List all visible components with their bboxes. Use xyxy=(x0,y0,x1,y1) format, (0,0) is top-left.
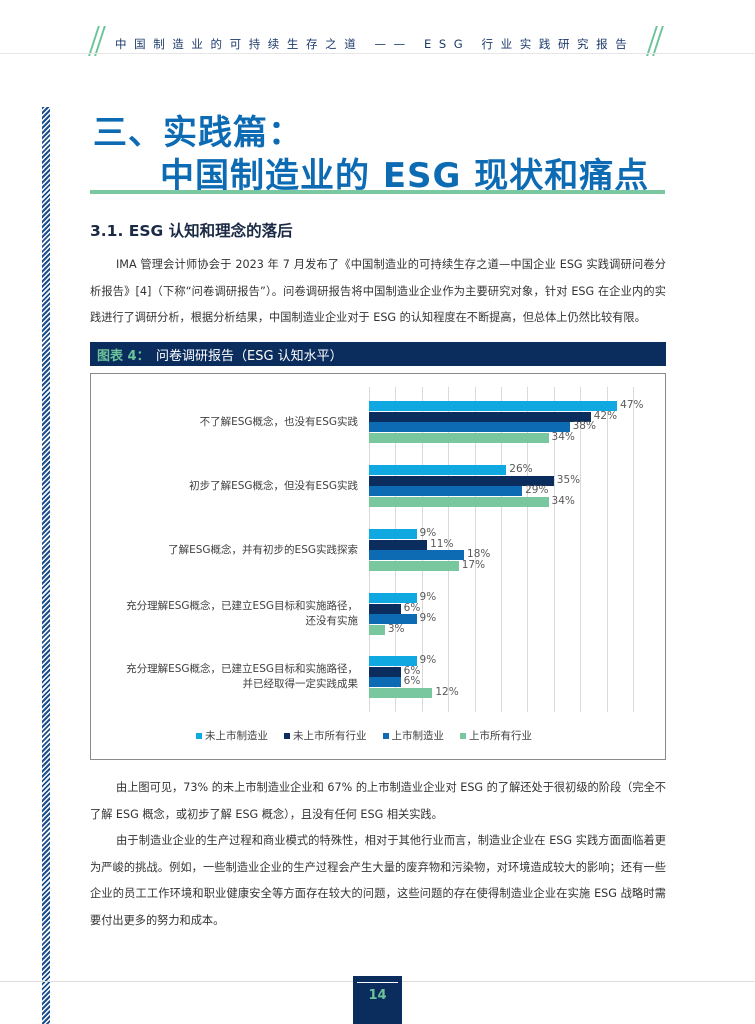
data-label: 38% xyxy=(572,420,596,432)
gridline xyxy=(527,387,529,712)
legend-swatch-icon xyxy=(284,732,290,739)
gridline xyxy=(474,387,476,712)
figure-title: 问卷调研报告（ESG 认知水平） xyxy=(156,349,343,364)
category-label: 初步了解ESG概念，但没有ESG实践 xyxy=(189,479,358,494)
chapter-title-line2: 中国制造业的 ESG 现状和痛点 xyxy=(160,156,650,196)
bar-1 xyxy=(369,475,554,486)
legend-swatch-icon xyxy=(196,732,202,739)
page-number-accent xyxy=(357,982,398,983)
paragraph-intro-text: IMA 管理会计师协会于 2023 年 7 月发布了《中国制造业的可持续生存之道… xyxy=(90,258,666,324)
gridline xyxy=(421,387,423,712)
data-label: 17% xyxy=(461,558,486,571)
paragraph-challenges-text: 由于制造业企业的生产过程和商业模式的特殊性，相对于其他行业而言，制造业企业在 E… xyxy=(90,834,666,927)
data-label: 42% xyxy=(593,409,618,422)
data-label: 34% xyxy=(551,430,575,443)
legend-label: 上市制造业 xyxy=(391,730,445,742)
section-heading: 3.1. ESG 认知和理念的落后 xyxy=(90,222,293,240)
data-label: 9% xyxy=(419,654,437,666)
chapter-title-line1: 三、实践篇： xyxy=(93,113,303,153)
bar-3 xyxy=(369,687,433,698)
category-label: 充分理解ESG概念，已建立ESG目标和实施路径， 还没有实施 xyxy=(126,599,358,629)
category-label-line: 并已经取得一定实践成果 xyxy=(242,678,359,690)
gridline xyxy=(633,387,634,712)
bar-2 xyxy=(369,486,523,496)
category-label-line: 初步了解ESG概念，但没有ESG实践 xyxy=(189,479,358,492)
data-label: 18% xyxy=(467,548,491,560)
data-label: 3% xyxy=(387,622,405,635)
header-rule xyxy=(0,53,755,54)
category-label: 了解ESG概念，并有初步的ESG实践探索 xyxy=(168,543,358,558)
category-label-line: 充分理解ESG概念，已建立ESG目标和实施路径， xyxy=(126,663,358,675)
bar-1 xyxy=(369,539,428,550)
bar-2 xyxy=(369,422,570,432)
paragraph-finding: 由上图可见，73% 的未上市制造业企业和 67% 的上市制造业企业对 ESG 的… xyxy=(90,775,666,828)
gridline xyxy=(580,387,582,712)
running-header: 中国制造业的可持续生存之道 —— ESG 行业实践研究报告 xyxy=(115,37,635,51)
data-label: 26% xyxy=(509,463,533,475)
category-label-line: 了解ESG概念，并有初步的ESG实践探索 xyxy=(168,543,358,556)
gridline xyxy=(448,387,450,712)
bar-0 xyxy=(369,465,507,475)
bar-2 xyxy=(369,550,465,560)
bar-0 xyxy=(369,401,618,411)
paragraph-challenges: 由于制造业企业的生产过程和商业模式的特殊性，相对于其他行业而言，制造业企业在 E… xyxy=(90,828,666,934)
data-label: 6% xyxy=(403,675,421,687)
bar-1 xyxy=(369,603,401,614)
bar-0 xyxy=(369,529,417,539)
bar-2 xyxy=(369,614,417,624)
bar-3 xyxy=(369,496,549,507)
paragraph-finding-text: 由上图可见，73% 的未上市制造业企业和 67% 的上市制造业企业对 ESG 的… xyxy=(90,781,666,821)
page-number: 14 xyxy=(368,988,387,1003)
figure-label: 图表 4： xyxy=(97,349,150,364)
category-label-line: 不了解ESG概念，也没有ESG实践 xyxy=(199,415,358,428)
bar-0 xyxy=(369,593,417,603)
chart-legend: 未上市制造业 未上市所有行业 上市制造业 上市所有行业 xyxy=(196,728,532,743)
category-label-line: 还没有实施 xyxy=(305,615,359,627)
bar-3 xyxy=(369,560,459,571)
data-label: 9% xyxy=(419,591,437,603)
legend-swatch-icon xyxy=(382,732,389,739)
data-label: 9% xyxy=(419,527,437,539)
paragraph-intro: IMA 管理会计师协会于 2023 年 7 月发布了《中国制造业的可持续生存之道… xyxy=(90,252,666,332)
legend-swatch-icon xyxy=(460,732,466,739)
data-label: 12% xyxy=(435,685,459,698)
bar-2 xyxy=(369,677,401,687)
title-underline xyxy=(90,190,665,194)
bar-3 xyxy=(369,624,385,635)
data-label: 6% xyxy=(403,601,421,614)
data-label: 34% xyxy=(551,494,575,507)
gridline xyxy=(369,387,370,712)
data-label: 9% xyxy=(419,612,437,624)
legend-item: 未上市制造业 xyxy=(196,728,268,743)
gridline xyxy=(395,387,397,712)
gridline xyxy=(606,387,608,712)
category-label-line: 充分理解ESG概念，已建立ESG目标和实施路径， xyxy=(126,600,358,612)
page-number-box: 14 xyxy=(353,976,402,1024)
legend-item: 未上市所有行业 xyxy=(284,728,367,743)
data-label: 11% xyxy=(430,537,454,550)
legend-label: 未上市所有行业 xyxy=(293,730,367,742)
bar-0 xyxy=(369,656,417,666)
data-label: 6% xyxy=(403,664,421,677)
side-decorative-stripe xyxy=(42,107,50,1024)
data-label: 29% xyxy=(525,484,549,496)
bar-1 xyxy=(369,411,591,422)
legend-label: 未上市制造业 xyxy=(205,730,268,742)
category-label: 不了解ESG概念，也没有ESG实践 xyxy=(200,415,358,430)
bar-3 xyxy=(369,432,549,443)
legend-item: 上市所有行业 xyxy=(460,728,532,743)
data-label: 47% xyxy=(620,399,644,411)
legend-label: 上市所有行业 xyxy=(469,730,532,742)
bar-1 xyxy=(369,666,401,677)
data-label: 35% xyxy=(556,473,581,486)
legend-item: 上市制造业 xyxy=(382,728,445,743)
gridline xyxy=(553,387,555,712)
category-label: 充分理解ESG概念，已建立ESG目标和实施路径， 并已经取得一定实践成果 xyxy=(126,662,358,692)
figure-caption-bar: 图表 4： 问卷调研报告（ESG 认知水平） xyxy=(90,342,666,366)
gridline xyxy=(501,387,502,712)
